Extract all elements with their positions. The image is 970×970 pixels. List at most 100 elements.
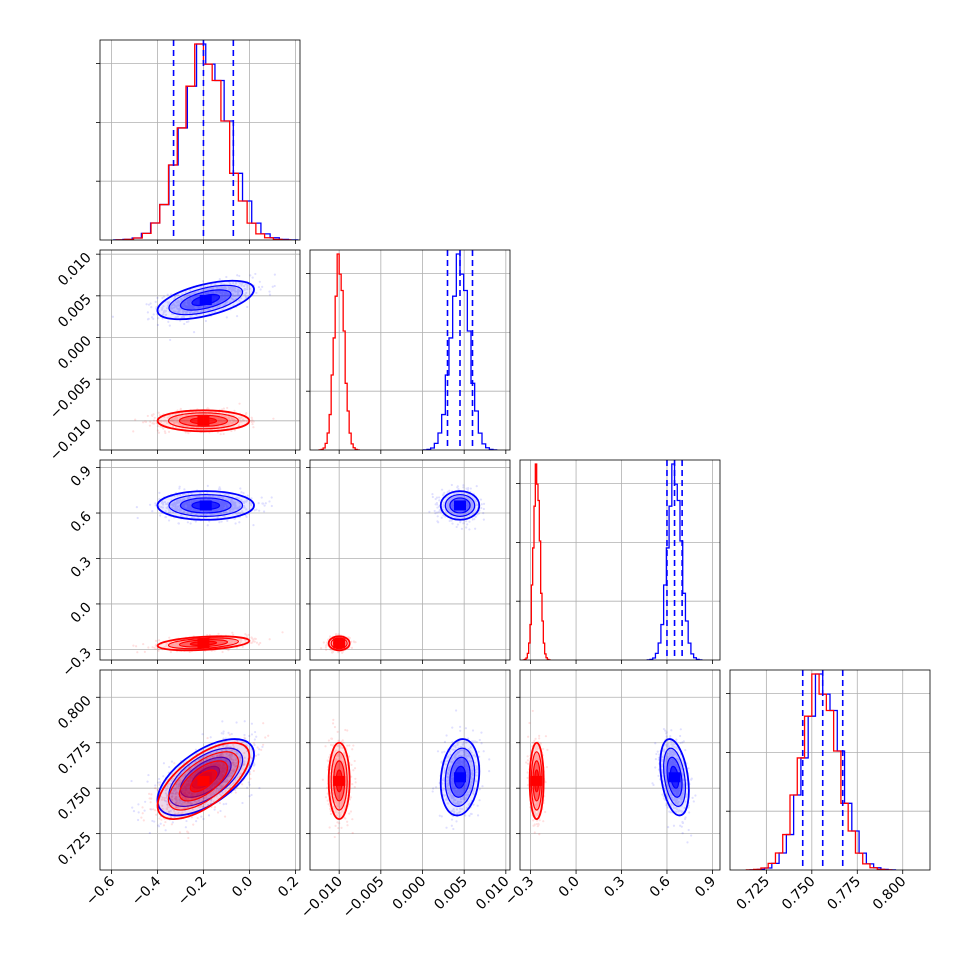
- scatter-point: [169, 511, 172, 514]
- scatter-point: [236, 506, 240, 509]
- scatter-point: [186, 783, 189, 786]
- scatter-point: [220, 641, 223, 644]
- scatter-point: [223, 298, 226, 301]
- scatter-point: [158, 497, 161, 501]
- scatter-point: [187, 418, 190, 421]
- scatter-point: [239, 641, 242, 644]
- scatter-point: [470, 504, 473, 507]
- scatter-point: [196, 311, 199, 314]
- scatter-point: [171, 644, 174, 647]
- scatter-point: [238, 274, 241, 278]
- scatter-point: [457, 498, 460, 501]
- scatter-point: [227, 648, 230, 652]
- scatter-point: [219, 420, 222, 423]
- scatter-point: [222, 732, 225, 735]
- scatter-point: [221, 507, 225, 510]
- scatter-point: [175, 796, 178, 799]
- scatter-point: [176, 409, 179, 412]
- scatter-point: [226, 293, 230, 296]
- scatter-point: [191, 306, 194, 310]
- scatter-point: [233, 639, 236, 643]
- scatter-point: [456, 523, 459, 526]
- scatter-point: [155, 306, 158, 309]
- scatter-point: [185, 310, 188, 313]
- scatter-point: [166, 501, 170, 505]
- scatter-point: [219, 501, 222, 504]
- scatter-point: [187, 508, 190, 511]
- scatter-point: [197, 510, 200, 513]
- scatter-point: [173, 422, 176, 425]
- scatter-point: [206, 291, 210, 294]
- scatter-point: [189, 492, 193, 495]
- scatter-point: [223, 292, 227, 295]
- scatter-point: [239, 512, 242, 515]
- scatter-point: [210, 763, 213, 766]
- scatter-point: [185, 501, 188, 504]
- scatter-point: [151, 510, 154, 513]
- scatter-point: [177, 304, 180, 307]
- scatter-point: [221, 286, 225, 289]
- scatter-point: [450, 511, 453, 514]
- scatter-point: [223, 424, 226, 427]
- scatter-point: [170, 307, 173, 310]
- scatter-point: [186, 419, 190, 422]
- scatter-point: [154, 300, 157, 303]
- scatter-point: [238, 421, 241, 424]
- scatter-point: [230, 499, 233, 502]
- scatter-point: [162, 419, 165, 423]
- scatter-point: [189, 307, 192, 310]
- scatter-point: [192, 509, 196, 512]
- scatter-point: [229, 758, 232, 761]
- scatter-point: [238, 289, 241, 292]
- scatter-point: [452, 492, 456, 495]
- scatter-point: [222, 504, 225, 507]
- scatter-point: [144, 800, 147, 803]
- scatter-point: [176, 642, 179, 645]
- scatter-point: [211, 290, 214, 293]
- scatter-point: [187, 302, 190, 305]
- scatter-point: [167, 519, 171, 522]
- scatter-point: [143, 650, 146, 653]
- scatter-point: [170, 419, 173, 422]
- scatter-point: [230, 285, 233, 288]
- scatter-point: [173, 418, 176, 421]
- scatter-point: [207, 495, 210, 498]
- scatter-point: [230, 639, 234, 643]
- scatter-point: [161, 500, 164, 503]
- scatter-point: [467, 504, 470, 507]
- scatter-point: [234, 294, 237, 297]
- scatter-point: [216, 302, 219, 305]
- scatter-point: [468, 509, 472, 512]
- scatter-point: [451, 497, 454, 500]
- scatter-point: [470, 509, 473, 512]
- scatter-point: [250, 641, 253, 645]
- scatter-point: [210, 287, 214, 290]
- scatter-point: [233, 294, 236, 298]
- scatter-point: [176, 501, 179, 505]
- scatter-point: [179, 307, 182, 310]
- scatter-point: [458, 494, 462, 497]
- scatter-point: [236, 752, 239, 755]
- scatter-point: [181, 420, 184, 424]
- scatter-point: [328, 635, 332, 638]
- scatter-point: [218, 500, 221, 503]
- scatter-point: [209, 736, 212, 739]
- y-tick-label: 0.010: [55, 250, 95, 290]
- scatter-point: [220, 732, 223, 735]
- scatter-point: [174, 316, 177, 319]
- scatter-point: [213, 782, 216, 785]
- scatter-point: [214, 758, 217, 761]
- scatter-point: [181, 801, 184, 804]
- scatter-point: [163, 310, 166, 313]
- scatter-point: [244, 737, 247, 741]
- scatter-point: [232, 507, 235, 510]
- scatter-point: [217, 508, 220, 511]
- scatter-point: [447, 504, 450, 507]
- scatter-point: [163, 420, 167, 423]
- scatter-point: [262, 510, 266, 513]
- scatter-point: [183, 419, 186, 422]
- scatter-point: [162, 295, 166, 298]
- scatter-point: [469, 487, 472, 490]
- scatter-point: [273, 273, 276, 276]
- scatter-point: [221, 641, 225, 644]
